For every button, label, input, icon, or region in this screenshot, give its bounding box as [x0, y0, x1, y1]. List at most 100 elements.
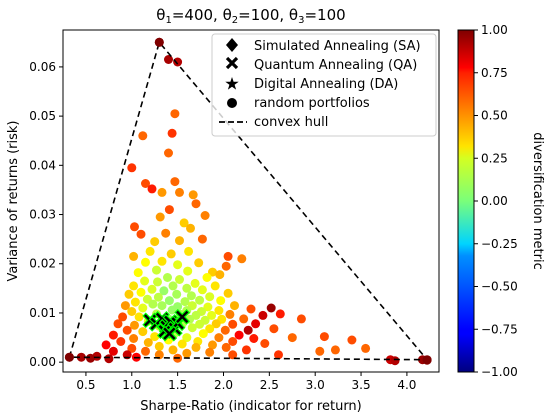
portfolio-point	[141, 179, 150, 188]
portfolio-point	[138, 303, 148, 313]
x-tick-label: 0.5	[76, 378, 95, 392]
portfolio-point	[223, 251, 233, 261]
portfolio-point	[194, 258, 204, 268]
portfolio-point	[157, 187, 167, 197]
portfolio-point	[161, 228, 171, 238]
qa-marker	[161, 325, 178, 342]
portfolio-point	[140, 276, 150, 286]
legend-label-random: random portfolios	[254, 96, 370, 111]
colorbar-tick-label: 0.00	[481, 194, 508, 208]
portfolio-point	[243, 325, 253, 335]
portfolio-point	[134, 312, 144, 322]
portfolio-point	[190, 278, 200, 288]
portfolio-point	[127, 307, 137, 316]
colorbar-ticks: 1.00 0.75 0.50 0.25 0.00 −0.25 −0.50 −0.75 −1.00	[474, 23, 518, 379]
portfolio-point	[187, 323, 197, 333]
colorbar-tick-label: −0.50	[481, 280, 518, 294]
portfolio-point	[120, 301, 130, 311]
y-axis: 0.00 0.01 0.02 0.03 0.04 0.05 0.06	[29, 60, 63, 369]
x-tick-label: 1.0	[122, 378, 141, 392]
portfolio-point	[179, 218, 189, 228]
portfolio-point	[122, 325, 132, 335]
portfolio-point	[145, 246, 155, 256]
x-tick-label: 2.5	[260, 378, 279, 392]
portfolio-point	[164, 148, 173, 158]
portfolio-point	[155, 212, 165, 222]
random-portfolios-series	[64, 37, 432, 366]
portfolio-point	[207, 310, 217, 320]
portfolio-point	[251, 319, 261, 329]
portfolio-point	[130, 320, 139, 330]
portfolio-point	[175, 275, 184, 284]
y-tick-label: 0.04	[29, 158, 56, 172]
portfolio-point	[183, 266, 193, 276]
legend: Simulated Annealing (SA) Quantum Anneali…	[211, 33, 437, 137]
x-axis: 0.5 1.0 1.5 2.0 2.5 3.0 3.5 4.0	[76, 372, 416, 392]
portfolio-point	[141, 346, 150, 356]
colorbar-tick-label: −1.00	[481, 365, 518, 379]
portfolio-point	[167, 305, 177, 315]
legend-label-da: Digital Annealing (DA)	[254, 77, 398, 92]
portfolio-point	[216, 296, 226, 306]
colorbar-tick-label: 0.50	[481, 109, 508, 123]
title-theta1-symbol: θ	[156, 6, 165, 24]
portfolio-point	[129, 281, 139, 291]
portfolio-point	[228, 319, 238, 329]
portfolio-point	[164, 55, 173, 64]
portfolio-point	[211, 319, 221, 329]
portfolio-point	[274, 350, 283, 360]
y-tick-label: 0.03	[29, 208, 56, 222]
x-tick-label: 3.5	[352, 378, 371, 392]
portfolio-point	[182, 283, 192, 293]
portfolio-point	[203, 302, 213, 312]
portfolio-point	[361, 343, 371, 353]
portfolio-point	[237, 254, 247, 264]
star-marker-icon	[225, 77, 239, 90]
chart-title: θ1=400, θ2=100, θ3=100	[156, 6, 345, 26]
legend-item-hull: convex hull	[219, 115, 328, 130]
portfolio-point	[116, 337, 126, 346]
portfolio-point	[186, 291, 196, 301]
colorbar-tick-label: −0.75	[481, 322, 518, 336]
quantum-annealing-series	[142, 309, 191, 342]
portfolio-point	[173, 57, 183, 67]
portfolio-point	[86, 353, 95, 363]
plot-frame	[62, 29, 440, 373]
portfolio-point	[319, 332, 329, 342]
portfolio-point	[127, 343, 137, 353]
x-tick-label: 1.5	[168, 378, 187, 392]
portfolio-point	[129, 334, 139, 343]
portfolio-point	[214, 333, 224, 343]
legend-box	[211, 33, 437, 137]
hull-vertex-point	[64, 352, 74, 362]
portfolio-point	[208, 267, 217, 277]
portfolio-point	[230, 301, 239, 311]
portfolio-point	[124, 289, 134, 299]
portfolio-point	[214, 306, 224, 315]
portfolio-point	[104, 354, 114, 364]
portfolio-point	[315, 346, 325, 356]
portfolio-point	[210, 281, 220, 291]
portfolio-point	[260, 339, 270, 348]
portfolio-point	[170, 109, 180, 119]
portfolio-point	[221, 342, 231, 352]
portfolio-point	[208, 340, 217, 350]
portfolio-point	[275, 309, 285, 319]
portfolio-point	[215, 270, 225, 280]
legend-item-random: random portfolios	[227, 96, 370, 111]
portfolio-point	[390, 356, 400, 366]
portfolio-point	[157, 301, 167, 311]
portfolio-point	[138, 327, 148, 337]
y-axis-label: Variance of returns (risk)	[6, 120, 21, 281]
legend-label-hull: convex hull	[254, 115, 328, 130]
title-theta3-value: =100	[304, 6, 345, 24]
portfolio-point	[141, 257, 150, 267]
portfolio-point	[130, 222, 139, 232]
portfolio-point	[269, 324, 279, 334]
portfolio-point	[133, 268, 143, 278]
y-tick-label: 0.05	[29, 109, 56, 123]
legend-item-qa: Quantum Annealing (QA)	[225, 56, 417, 73]
portfolio-point	[175, 187, 184, 197]
portfolio-point	[130, 297, 140, 307]
